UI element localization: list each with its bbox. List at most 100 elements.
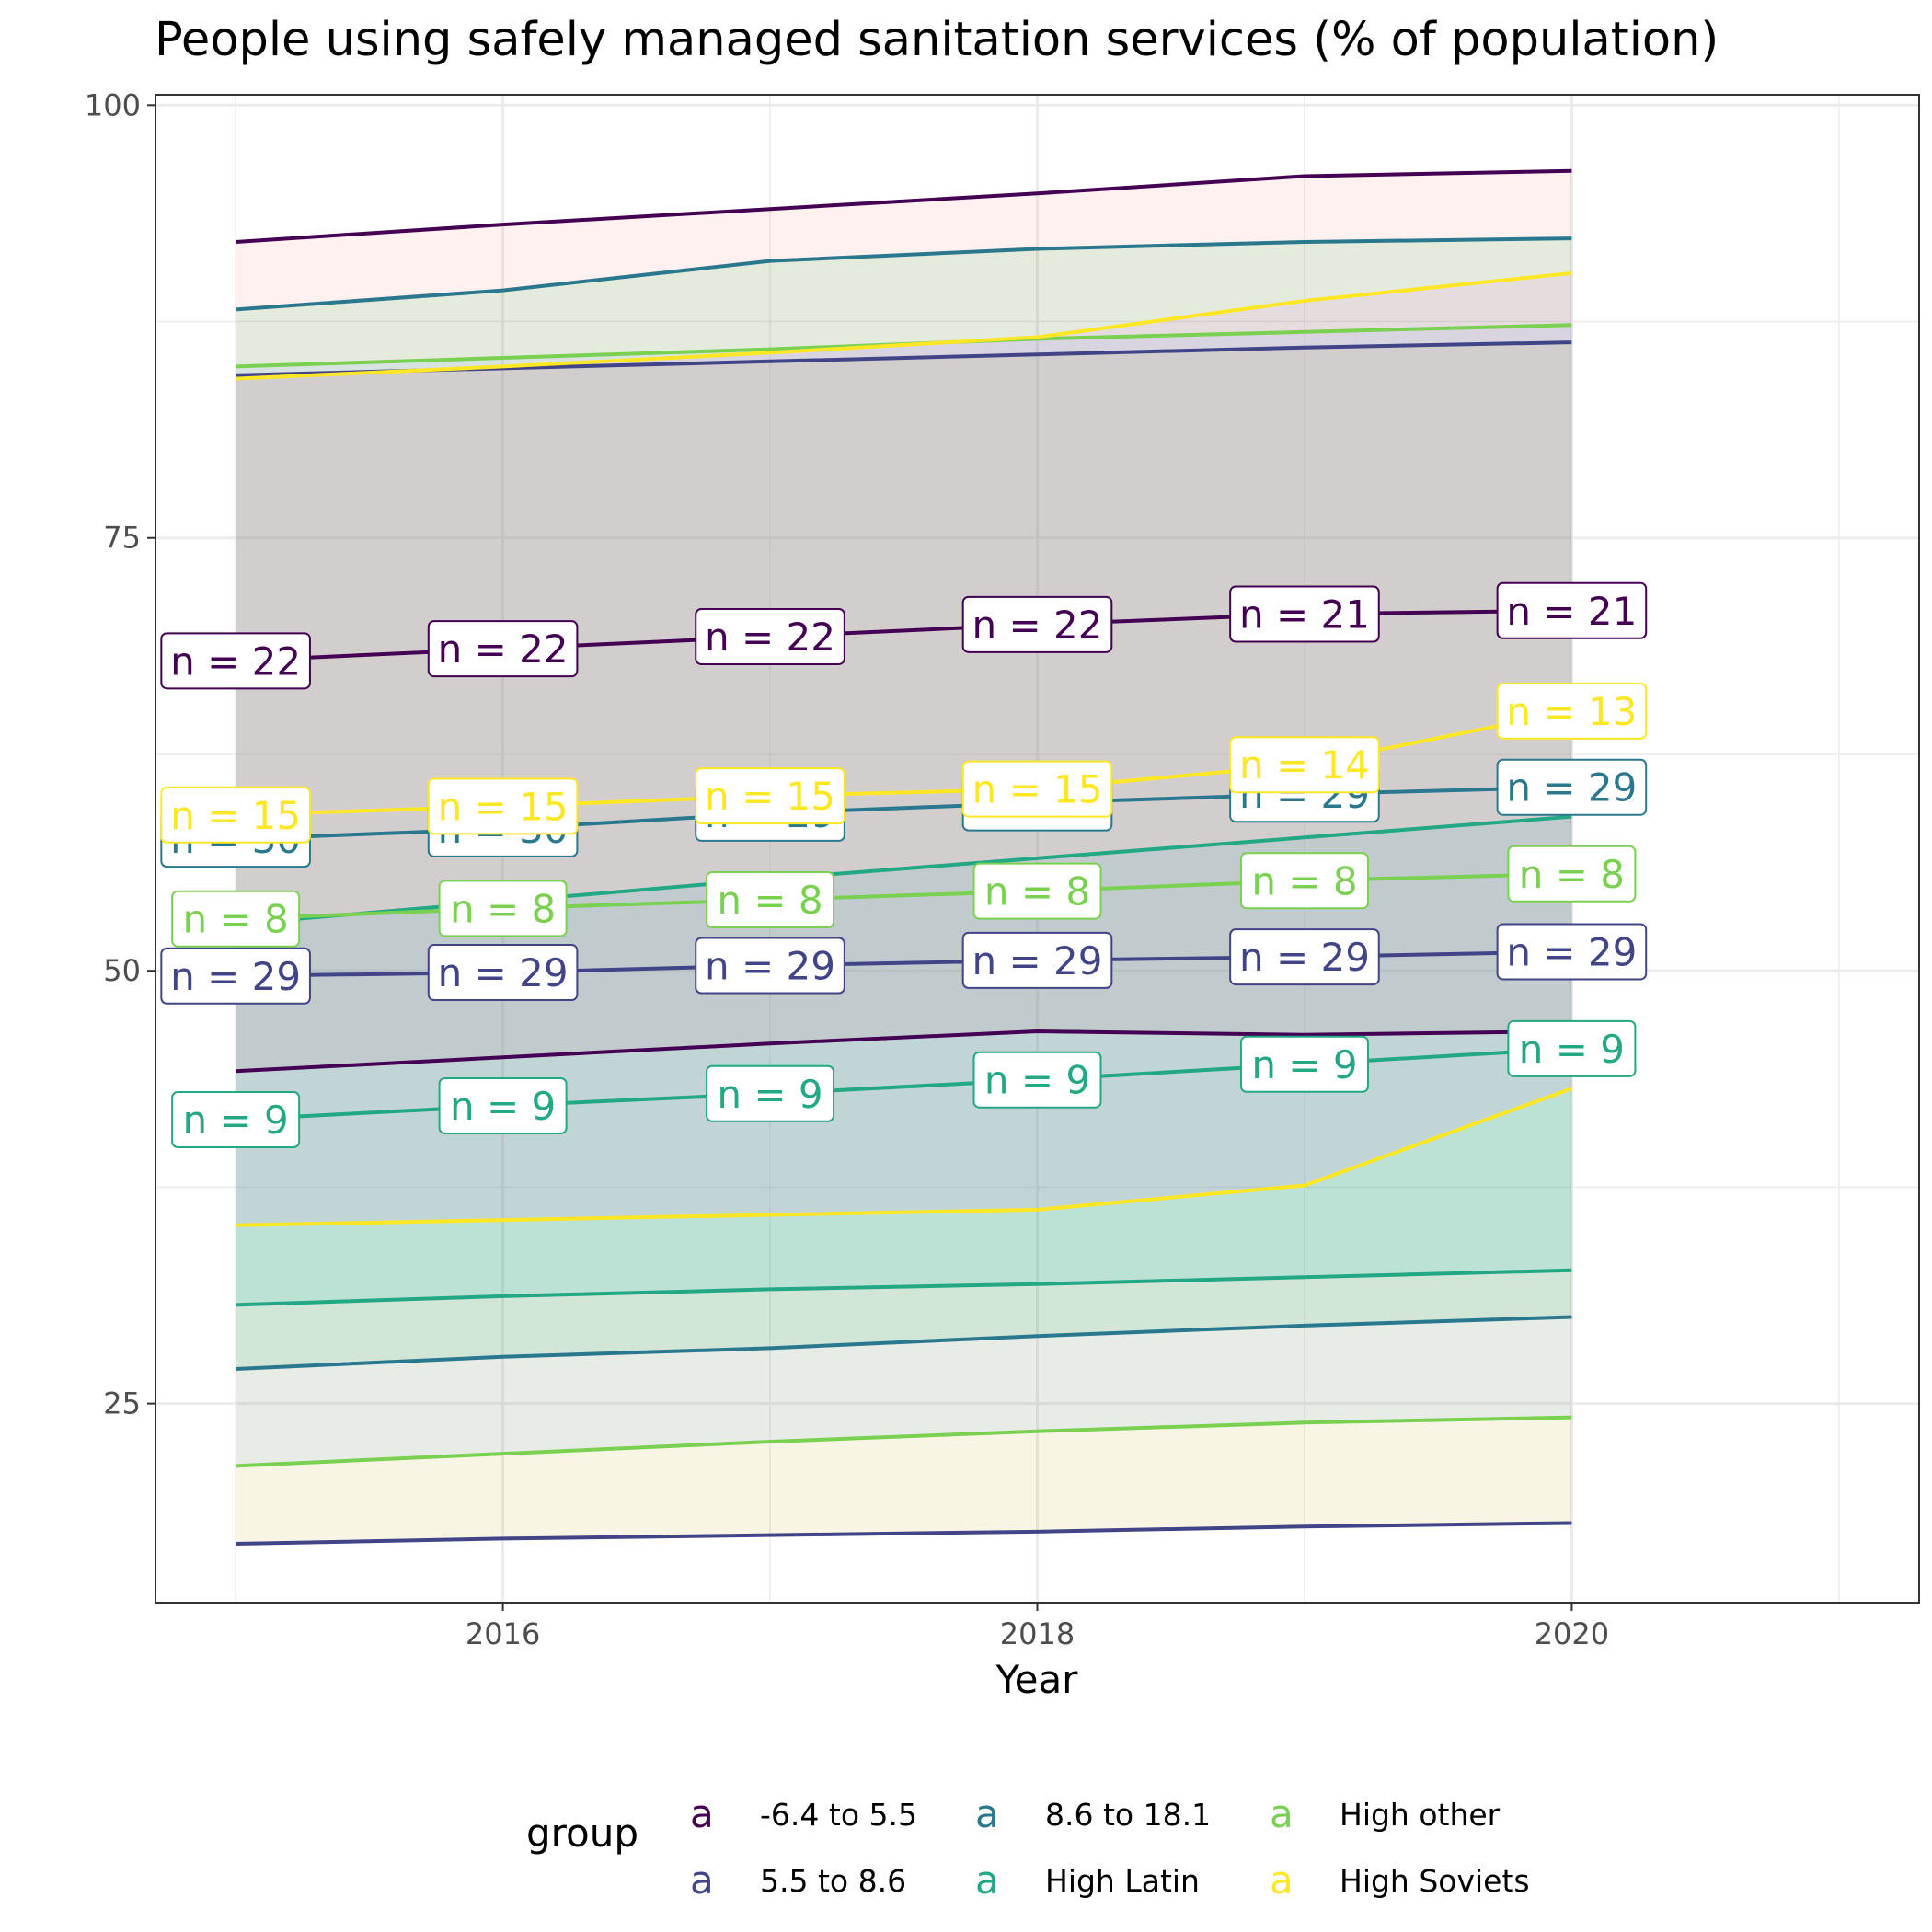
series-lower-line [236,1268,1572,1307]
count-label: n = 29 [438,950,569,995]
count-label-box [1496,581,1648,639]
count-label-box [695,767,845,825]
count-label: n = 29 [1506,929,1637,974]
series-upper-line [236,270,1572,381]
x-tick-label: 2018 [1000,1616,1075,1651]
count-label-box [1229,928,1380,986]
legend-label: 8.6 to 18.1 [1045,1797,1211,1833]
y-tick-label: 100 [85,87,141,122]
count-label: n = 9 [717,1072,822,1117]
series-upper-line [236,168,1572,244]
count-label: n = 8 [183,897,289,942]
count-label-box [695,937,845,995]
count-label: n = 29 [1239,935,1370,980]
range-band [236,238,1572,1369]
x-tick-label: 2016 [466,1616,540,1651]
count-label: n = 21 [1239,592,1370,638]
count-label: n = 22 [972,603,1103,648]
count-label-box [1229,585,1380,643]
count-label: n = 9 [183,1098,289,1143]
count-label-box [1239,852,1369,910]
count-label: n = 8 [1251,858,1357,903]
count-label: n = 8 [1519,852,1625,897]
series-lower-line [236,1029,1572,1074]
count-label: n = 13 [1506,689,1637,734]
y-tick-label: 50 [103,953,141,988]
count-label-box [427,944,579,1002]
series-upper-line [235,236,1572,312]
count-label: n = 9 [1251,1042,1357,1087]
count-label: n = 15 [705,774,835,819]
legend: group a -6.4 to 5.5 a 5.5 to 8.6 a 8.6 to 18.1… [526,1791,1530,1903]
legend-label: 5.5 to 8.6 [760,1863,906,1899]
count-label: n = 22 [438,627,569,672]
legend-key: a [975,1791,999,1836]
count-label-box [1229,736,1380,794]
series-lower-line [236,1315,1572,1371]
count-label-box [427,620,579,678]
chart-title: People using safely managed sanitation s… [155,13,1719,67]
count-label: n = 29 [170,954,301,999]
count-label-box [438,1076,568,1134]
count-labels: n = 22 n = 22 n = 22 n = 22 n = 21 n = 21 n = … [160,581,1648,1148]
legend-key: a [690,1791,714,1836]
count-label-box [706,1064,835,1122]
count-label-box [961,931,1113,989]
count-label: n = 29 [972,938,1103,983]
count-label-box [706,871,835,929]
count-label: n = 21 [1506,589,1637,634]
legend-key: a [1270,1791,1294,1836]
count-label-box [171,1090,301,1148]
x-axis-title: Year [995,1657,1079,1702]
count-label: n = 15 [170,793,301,838]
count-label: n = 8 [984,869,1090,914]
y-tick-label: 25 [103,1386,141,1421]
legend-label: High Latin [1045,1863,1200,1899]
legend-key: a [1270,1857,1294,1903]
x-tick-label: 2020 [1535,1616,1609,1651]
count-label-box [961,760,1113,818]
count-label: n = 9 [984,1058,1090,1103]
range-bands [236,170,1572,1545]
count-label: n = 22 [170,638,301,684]
count-label: n = 14 [1239,742,1370,788]
count-label: n = 22 [705,615,835,660]
count-label-box [972,1051,1102,1109]
count-label: n = 15 [438,784,569,829]
count-label-box [1496,682,1648,740]
count-label-box [972,862,1102,920]
y-axis: 25 50 75 100 [85,87,155,1421]
count-label-box [1496,923,1648,981]
count-label: n = 9 [1519,1027,1625,1072]
count-label-box [1496,758,1648,816]
count-label-box [1239,1035,1369,1093]
series-lower-line [236,1415,1572,1468]
count-label-box [961,595,1113,653]
legend-label: High other [1340,1797,1501,1833]
count-label: n = 9 [450,1084,556,1129]
count-label-box [1507,1019,1637,1077]
count-label: n = 8 [450,886,556,931]
legend-label: High Soviets [1340,1863,1530,1899]
series-lower-line [236,1521,1572,1547]
count-label: n = 15 [972,767,1103,812]
count-label-box [1507,845,1637,903]
legend-key: a [690,1857,714,1903]
count-label-box [171,890,301,948]
count-label-box [160,632,311,690]
count-label-box [438,880,568,937]
count-label: n = 29 [1506,765,1637,811]
count-label-box [695,607,845,665]
count-label: n = 8 [717,878,822,923]
legend-key: a [975,1857,999,1903]
count-label-box [160,947,311,1005]
x-axis: 2016 2018 2020 [466,1603,1609,1651]
y-tick-label: 75 [103,521,141,556]
count-label: n = 29 [705,944,835,989]
legend-title: group [526,1811,638,1856]
count-label-box [427,777,579,835]
count-label-box [160,786,311,844]
legend-label: -6.4 to 5.5 [760,1797,917,1833]
series-lower-line [236,1087,1573,1227]
